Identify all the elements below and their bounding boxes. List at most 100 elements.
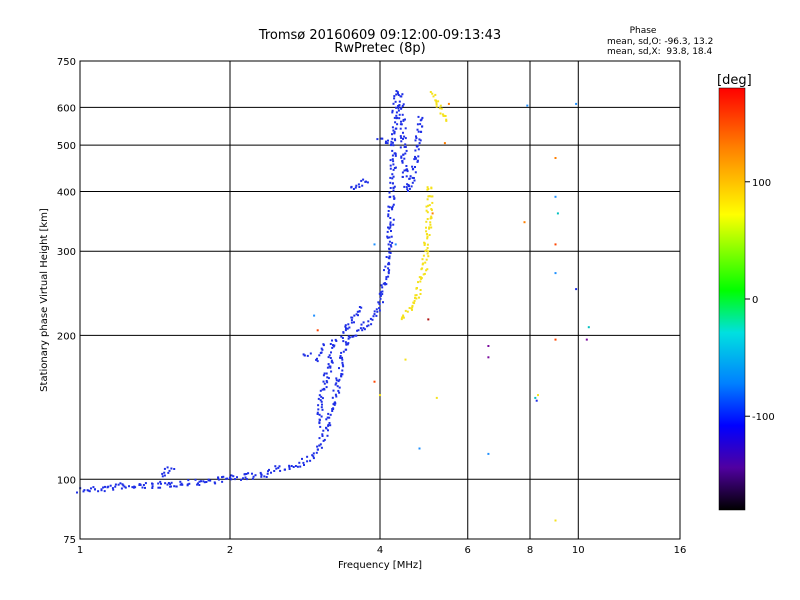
- data-point: [301, 457, 303, 460]
- data-point: [402, 119, 405, 122]
- scattered-point: [447, 102, 450, 105]
- colorbar-label: [deg]: [717, 73, 752, 88]
- scattered-point: [379, 394, 381, 397]
- data-point: [240, 478, 242, 481]
- data-point: [392, 223, 395, 226]
- data-point: [251, 472, 253, 475]
- data-point: [385, 278, 388, 281]
- data-point: [323, 382, 326, 385]
- data-point: [350, 186, 353, 189]
- data-point: [120, 487, 123, 490]
- data-point: [117, 483, 120, 486]
- data-point: [347, 335, 350, 338]
- data-point: [390, 140, 393, 143]
- data-point: [330, 360, 333, 363]
- data-point: [270, 471, 272, 474]
- data-point: [318, 354, 321, 357]
- data-point: [328, 422, 331, 424]
- scattered-point: [556, 212, 559, 215]
- data-point: [341, 358, 344, 361]
- data-point: [318, 394, 321, 397]
- data-point: [426, 211, 429, 214]
- y-axis-label: Stationary phase Virtual Height [km]: [39, 208, 50, 392]
- data-point: [326, 381, 329, 384]
- data-point: [415, 294, 418, 297]
- data-point: [322, 374, 325, 377]
- data-point: [379, 294, 382, 297]
- data-point: [318, 444, 321, 447]
- data-point: [435, 103, 438, 106]
- data-point: [388, 269, 391, 272]
- data-point: [393, 95, 396, 98]
- data-point: [391, 111, 394, 114]
- grid-lines: [79, 61, 681, 539]
- data-point: [395, 90, 398, 92]
- data-point: [355, 184, 358, 187]
- data-point: [252, 475, 255, 478]
- data-point: [443, 114, 446, 117]
- data-point: [334, 393, 337, 396]
- data-point: [401, 105, 404, 107]
- data-point: [296, 465, 299, 468]
- x-tick-label: 16: [674, 545, 687, 556]
- data-point: [387, 215, 390, 218]
- data-point: [392, 129, 395, 132]
- data-point: [428, 234, 431, 236]
- data-point: [393, 97, 396, 100]
- data-point: [388, 251, 391, 254]
- data-point: [423, 242, 426, 245]
- data-point: [217, 478, 220, 481]
- data-point: [320, 395, 323, 398]
- data-point: [332, 408, 335, 410]
- data-point: [411, 165, 414, 168]
- data-point: [392, 160, 395, 163]
- data-point: [163, 474, 166, 477]
- data-point: [422, 254, 425, 257]
- data-point: [414, 155, 416, 158]
- data-point: [397, 109, 400, 112]
- data-point: [385, 256, 388, 258]
- data-point: [294, 465, 297, 467]
- data-point: [405, 165, 408, 167]
- data-point: [100, 488, 103, 491]
- data-point: [404, 118, 406, 121]
- data-point: [414, 166, 416, 168]
- data-point: [124, 486, 127, 489]
- data-point: [406, 188, 409, 191]
- data-point: [320, 347, 323, 350]
- data-point: [431, 195, 434, 198]
- scattered-point: [537, 394, 539, 397]
- data-point: [392, 144, 395, 147]
- data-point: [430, 226, 433, 229]
- data-point: [170, 467, 173, 470]
- data-point: [425, 249, 428, 252]
- data-point: [394, 121, 397, 124]
- data-point: [425, 226, 427, 229]
- data-point: [391, 149, 394, 152]
- data-point: [407, 190, 409, 192]
- data-point: [430, 209, 433, 212]
- data-point: [380, 284, 383, 287]
- data-point: [392, 187, 395, 189]
- data-point: [378, 309, 381, 312]
- data-point: [319, 389, 322, 392]
- data-point: [164, 482, 167, 485]
- data-point: [373, 310, 376, 313]
- data-point: [426, 243, 429, 246]
- data-point: [111, 487, 114, 490]
- data-point: [411, 304, 414, 307]
- data-point: [369, 317, 372, 320]
- phase-stats-x: mean, sd,X: 93.8, 18.4: [607, 47, 713, 57]
- scattered-point: [431, 212, 434, 215]
- data-point: [336, 385, 339, 388]
- data-point: [422, 262, 425, 265]
- data-point: [309, 352, 312, 355]
- data-point: [342, 340, 345, 343]
- data-point: [400, 140, 403, 143]
- data-point: [389, 181, 392, 184]
- data-point: [353, 321, 355, 324]
- data-point: [326, 366, 329, 369]
- colorbar: [718, 87, 746, 511]
- data-point: [321, 388, 324, 391]
- data-point: [405, 175, 408, 178]
